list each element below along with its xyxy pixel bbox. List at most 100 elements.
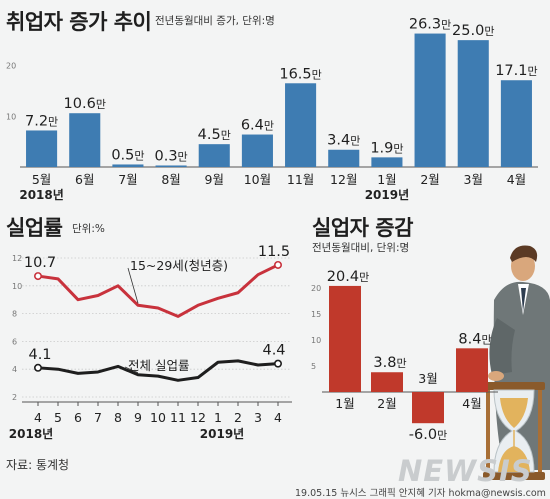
x-tick-label: 4월 [507, 172, 526, 187]
y-tick-label: 10 [12, 282, 22, 291]
y-tick-label: 4 [12, 365, 17, 374]
y-tick-label: 20 [6, 62, 16, 71]
bar [412, 392, 444, 424]
x-tick-label: 9 [134, 410, 142, 425]
series-start-point [33, 272, 42, 281]
series-name-label: 15~29세(청년층) [130, 258, 228, 273]
series-end-point [273, 260, 282, 269]
bar [285, 83, 317, 167]
year-label: 2018년 [9, 427, 53, 441]
bar [329, 285, 361, 392]
series-name-label: 전체 실업률 [128, 358, 189, 373]
bar [371, 372, 403, 392]
chart3-title: 실업자 증감 [312, 216, 413, 240]
bar-value-label: 6.4만 [241, 118, 274, 134]
chart2-subtitle: 단위:% [72, 223, 105, 235]
bar-value-label: -6.0만 [409, 427, 447, 443]
bar-value-label: 3.4만 [327, 133, 360, 149]
x-tick-label: 4 [34, 410, 42, 425]
bar [500, 80, 532, 167]
series-start-label: 4.1 [28, 347, 51, 363]
bar-value-label: 0.3만 [154, 148, 187, 164]
bar-value-label: 3.8만 [373, 355, 406, 371]
series-end-label: 11.5 [258, 244, 290, 260]
x-tick-label: 12 [190, 410, 206, 425]
chart1-subtitle: 전년동월대비 증가, 단위:명 [155, 15, 275, 27]
x-tick-label: 1월 [335, 396, 354, 411]
bar [241, 134, 273, 167]
x-tick-label: 6월 [75, 172, 94, 187]
bar-value-label: 8.4만 [458, 331, 491, 347]
x-tick-label: 3월 [418, 371, 437, 386]
x-tick-label: 2월 [420, 172, 439, 187]
year-label: 2019년 [200, 427, 244, 441]
x-tick-label: 9월 [205, 172, 224, 187]
x-tick-label: 1월 [377, 172, 396, 187]
bar-value-label: 26.3만 [409, 17, 451, 33]
y-tick-label: 12 [12, 254, 22, 263]
source-note: 자료: 통계청 [6, 458, 70, 472]
bar-value-label: 7.2만 [25, 113, 58, 129]
chart1-title: 취업자 증가 추이 [6, 10, 152, 34]
bar [414, 33, 446, 168]
y-tick-label: 10 [6, 112, 16, 121]
x-tick-label: 10 [150, 410, 166, 425]
bar [371, 157, 403, 167]
bar-value-label: 16.5만 [279, 66, 321, 82]
x-tick-label: 8 [114, 410, 122, 425]
bar-value-label: 4.5만 [198, 127, 231, 143]
bar [155, 165, 187, 167]
x-tick-label: 3월 [464, 172, 483, 187]
bar-value-label: 25.0만 [452, 23, 494, 39]
bar [328, 149, 360, 167]
x-tick-label: 4 [274, 410, 282, 425]
bar [112, 164, 144, 167]
y-tick-label: 2 [12, 393, 17, 402]
x-tick-label: 2월 [377, 396, 396, 411]
x-tick-label: 1 [214, 410, 222, 425]
series-line [37, 263, 279, 318]
x-tick-label: 7 [94, 410, 102, 425]
chart3-subtitle: 전년동월대비, 단위:명 [312, 242, 410, 254]
y-tick-label: 20 [311, 284, 321, 293]
bar [456, 348, 488, 392]
series-start-point [33, 363, 42, 372]
bar-value-label: 17.1만 [495, 63, 537, 79]
y-tick-label: 5 [311, 362, 316, 371]
series-leader-line [127, 267, 139, 304]
bar-value-label: 10.6만 [64, 96, 106, 112]
bar-value-label: 20.4만 [327, 269, 369, 285]
x-tick-label: 2 [234, 410, 242, 425]
newsis-logo: NEWSIS [398, 454, 533, 488]
x-tick-label: 5월 [32, 172, 51, 187]
series-end-label: 4.4 [262, 343, 285, 359]
x-tick-label: 10월 [244, 172, 271, 187]
bar [26, 130, 58, 167]
year-label: 2019년 [365, 188, 409, 202]
y-tick-label: 10 [311, 336, 321, 345]
bar [69, 113, 101, 167]
series-start-label: 10.7 [24, 255, 56, 271]
x-tick-label: 11월 [287, 172, 314, 187]
x-tick-label: 4월 [462, 396, 481, 411]
x-tick-label: 7월 [118, 172, 137, 187]
x-tick-label: 3 [254, 410, 262, 425]
x-tick-label: 8월 [161, 172, 180, 187]
bar [457, 40, 489, 167]
bar-value-label: 1.9만 [370, 140, 403, 156]
x-tick-label: 12월 [330, 172, 357, 187]
series-end-point [273, 359, 282, 368]
year-label: 2018년 [19, 188, 63, 202]
bar-value-label: 0.5만 [111, 147, 144, 163]
x-tick-label: 6 [74, 410, 82, 425]
bar [198, 144, 230, 167]
y-tick-label: 15 [311, 310, 321, 319]
x-tick-label: 5 [54, 410, 62, 425]
chart2-title: 실업률 [6, 216, 63, 240]
y-tick-label: 6 [12, 337, 17, 346]
x-tick-label: 11 [170, 410, 186, 425]
